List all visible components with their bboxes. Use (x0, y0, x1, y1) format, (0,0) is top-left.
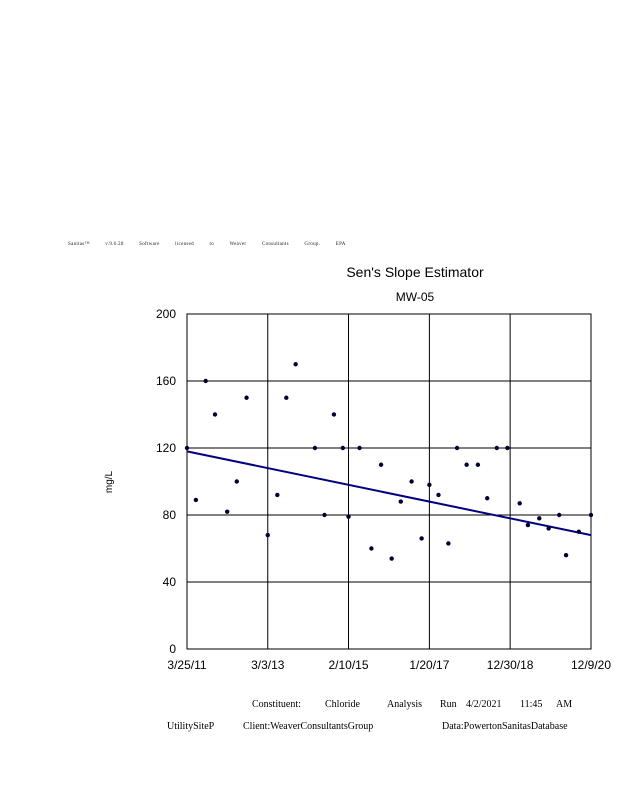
grid-layer (186, 313, 592, 650)
data-point (485, 496, 490, 501)
y-tick-label: 120 (156, 441, 176, 455)
data-point (244, 395, 249, 400)
y-axis-label: mg/L (104, 470, 115, 493)
data-point (234, 479, 239, 484)
axis-labels: 0 40 80 120 160 200 3/25/11 3/3/13 2/10/15 1/20/1… (156, 307, 611, 672)
footer-run: Run (440, 699, 457, 710)
points-layer (184, 362, 594, 561)
data-point (398, 499, 403, 504)
x-tick-label: 12/30/18 (487, 658, 534, 672)
footer-run-date: 4/2/2021 (466, 699, 502, 710)
footer-constituent-label: Constituent: (252, 699, 301, 710)
data-point (563, 553, 569, 558)
x-tick-label: 1/20/17 (409, 658, 449, 672)
footer-site: UtilitySiteP (167, 721, 215, 732)
data-point (446, 541, 451, 546)
data-point (203, 378, 208, 384)
data-point (225, 509, 230, 514)
y-tick-label: 0 (169, 642, 176, 656)
data-point (588, 512, 594, 518)
y-tick-label: 40 (163, 575, 177, 589)
data-point (505, 445, 510, 451)
x-tick-label: 3/25/11 (167, 658, 206, 672)
footer-client: Client:WeaverConsultantsGroup (243, 721, 374, 732)
chart-subtitle: MW-05 (395, 290, 435, 304)
license-text: Sanitas™ v.9.6.28 Software licensed to W… (68, 242, 346, 247)
data-point (193, 497, 199, 503)
data-point (464, 462, 469, 467)
data-point (369, 546, 374, 551)
data-point (436, 492, 441, 498)
data-point (378, 462, 384, 467)
data-point (537, 516, 542, 521)
data-point (454, 445, 460, 451)
data-point (265, 532, 270, 538)
data-point (427, 482, 432, 488)
y-tick-label: 160 (156, 374, 176, 388)
data-point (275, 492, 280, 498)
data-point (212, 412, 218, 417)
data-point (494, 445, 500, 451)
data-point (184, 445, 190, 451)
footer-run-time: 11:45 (520, 699, 543, 710)
data-point (346, 514, 351, 519)
data-point (389, 556, 394, 561)
data-point (475, 462, 481, 467)
data-point (525, 522, 531, 528)
data-point (419, 536, 424, 541)
data-point (357, 445, 362, 451)
y-tick-label: 80 (163, 508, 177, 522)
x-tick-label: 2/10/15 (328, 658, 368, 672)
x-tick-label: 3/3/13 (251, 658, 285, 672)
data-point (409, 479, 414, 484)
data-point (312, 445, 318, 451)
data-point (576, 529, 582, 534)
footer-analysis: Analysis (387, 699, 422, 710)
data-point (331, 412, 337, 417)
data-point (546, 526, 551, 531)
plot-border (186, 313, 592, 650)
data-point (284, 395, 289, 400)
footer-data: Data:PowertonSanitasDatabase (442, 721, 568, 732)
x-tick-label: 12/9/20 (571, 658, 611, 672)
data-point (293, 362, 298, 367)
data-point (340, 445, 346, 451)
footer-constituent-value: Chloride (325, 699, 360, 710)
data-point (517, 501, 522, 506)
data-point (557, 512, 562, 518)
chart-title: Sen's Slope Estimator (346, 264, 484, 280)
data-point (322, 512, 327, 518)
trend-line (186, 450, 592, 537)
y-tick-label: 200 (156, 307, 176, 321)
footer-run-ampm: AM (556, 699, 573, 710)
